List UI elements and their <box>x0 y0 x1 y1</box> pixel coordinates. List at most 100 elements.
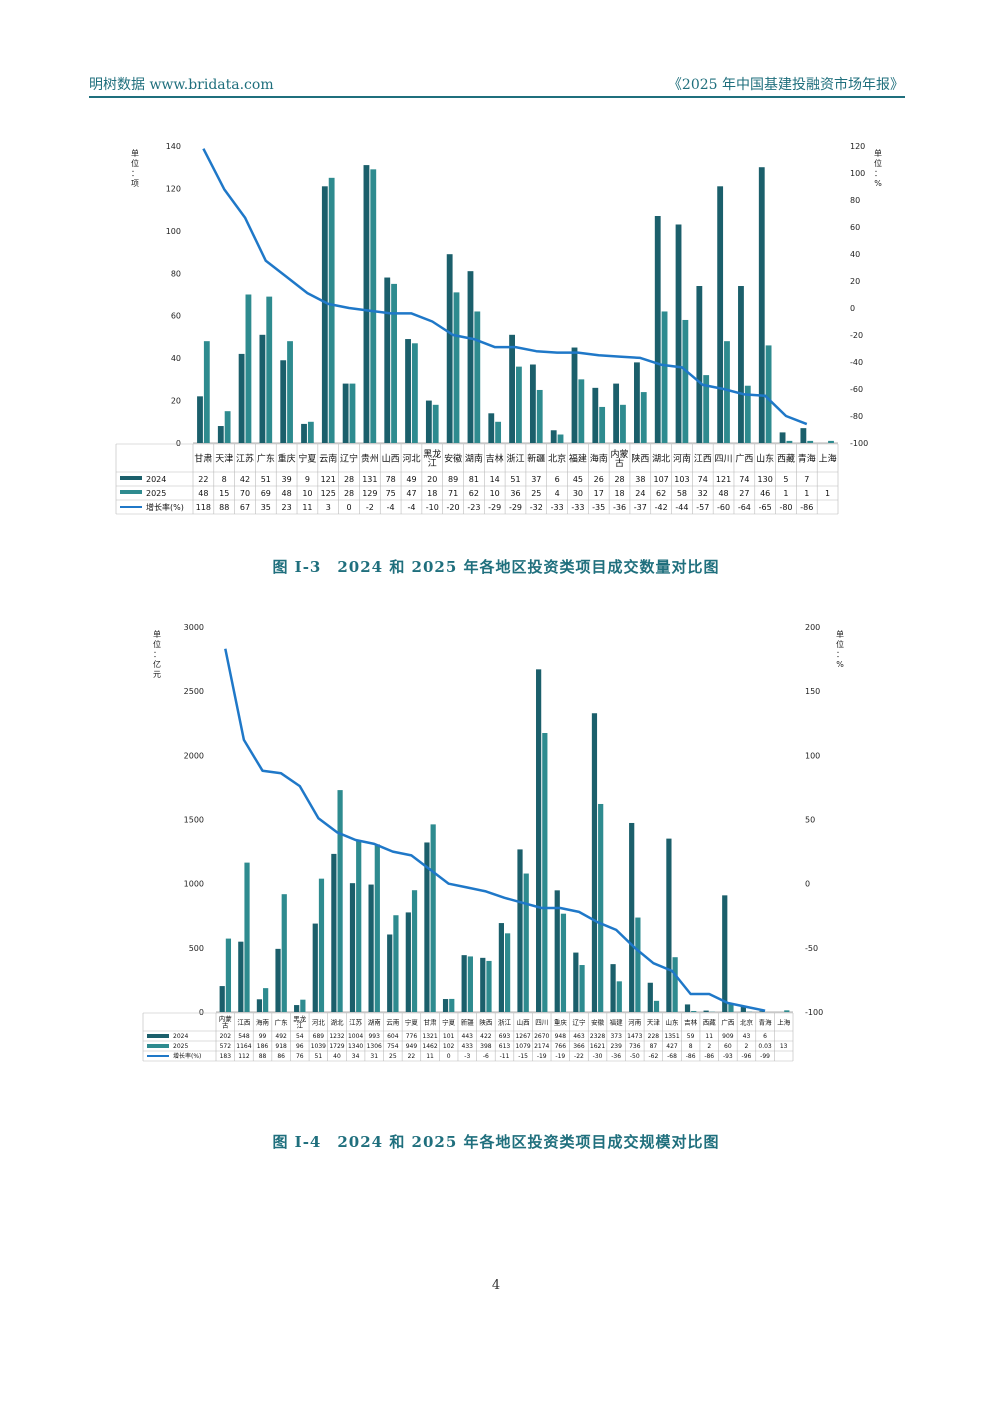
c2-y2-tick-label: 150 <box>805 687 820 696</box>
c1-bar-2025 <box>287 341 293 443</box>
c1-table-value: 23 <box>282 503 292 512</box>
c1-table-value: 103 <box>674 475 689 484</box>
c2-y-tick-label: 1500 <box>184 816 204 825</box>
c2-table-value: 6 <box>763 1033 767 1040</box>
c1-bar-2025 <box>807 440 814 443</box>
c2-bar-2025 <box>784 1010 790 1012</box>
header-divider <box>89 96 905 98</box>
c1-table-value: 5 <box>783 475 788 484</box>
c1-category-label: 宁夏 <box>298 453 316 465</box>
c1-bar-2024 <box>363 165 370 444</box>
c2-bar-2025 <box>281 894 287 1012</box>
c2-bar-2024 <box>387 934 393 1012</box>
c1-bar-2025 <box>328 177 335 444</box>
c1-bar-2025 <box>661 311 668 443</box>
c1-table-value: 22 <box>198 475 208 484</box>
c1-y-tick-label: 80 <box>171 269 181 278</box>
c2-y-tick-label: 500 <box>189 944 204 953</box>
c2-y2label-char: % <box>836 660 844 669</box>
c1-table-value: -86 <box>800 503 813 512</box>
c1-y-tick-label: 140 <box>166 142 181 151</box>
c2-bar-2025 <box>374 844 380 1012</box>
c2-table-value: -62 <box>648 1053 658 1060</box>
c1-table-value: 46 <box>760 489 770 498</box>
c2-table-value: -22 <box>574 1053 584 1060</box>
c2-y-tick-label: 0 <box>199 1008 204 1017</box>
header-left: 明树数据 www.bridata.com <box>89 77 274 93</box>
c2-y2label-char: 位 <box>836 639 844 649</box>
c2-table-value: -50 <box>630 1053 640 1060</box>
c2-legend-key-2025 <box>147 1044 169 1048</box>
c2-table-value: 909 <box>722 1033 734 1040</box>
c1-bar-2024 <box>425 400 432 443</box>
c1-table-value: 32 <box>698 489 708 498</box>
c2-table-value: 1004 <box>348 1033 363 1040</box>
c1-table-value: -35 <box>592 503 605 512</box>
c1-category-label: 贵州 <box>361 453 379 465</box>
c1-category-label: 湖北 <box>652 454 670 465</box>
c2-y2-tick-label: -100 <box>805 1008 823 1017</box>
c2-ylabel-char: ： <box>153 650 161 659</box>
c1-table-value: -32 <box>530 503 543 512</box>
c1-table-value: -20 <box>447 503 460 512</box>
c2-table-value: 1321 <box>422 1033 437 1040</box>
c1-table-value: 121 <box>321 475 336 484</box>
c2-table-value: 2 <box>707 1043 711 1050</box>
c1-table-value: -60 <box>717 503 730 512</box>
c2-table-value: 572 <box>220 1043 232 1050</box>
c1-table-value: 74 <box>739 475 749 484</box>
c2-category-label: 新疆 <box>461 1017 475 1026</box>
c2-bar-2024 <box>703 1010 709 1012</box>
c2-bar-2024 <box>498 923 504 1012</box>
header-right: 《2025 年中国基建投融资市场年报》 <box>667 77 904 93</box>
c2-bar-2025 <box>393 915 399 1012</box>
c1-y2label-char: ： <box>874 169 882 178</box>
c1-bar-2025 <box>516 366 522 443</box>
c2-category-label: 广西 <box>721 1017 735 1026</box>
c2-bar-2024 <box>610 964 616 1012</box>
c2-bar-2025 <box>523 873 529 1012</box>
c2-bar-2025 <box>430 824 436 1012</box>
c2-y2label-char: ： <box>836 650 844 659</box>
c1-y2-tick-label: 100 <box>850 169 865 178</box>
c2-bar-2025 <box>318 878 325 1012</box>
c1-table-value: 1 <box>783 489 788 498</box>
c2-table-value: 689 <box>313 1033 325 1040</box>
c1-category-label: 青海 <box>798 453 816 465</box>
c1-bar-2024 <box>613 383 620 443</box>
c2-table-value: 101 <box>443 1033 455 1040</box>
chart2-caption: 图 I-4 2024 和 2025 年各地区投资类项目成交规模对比图 <box>272 1133 720 1151</box>
c1-table-value: 75 <box>386 489 396 498</box>
c1-table-value: 48 <box>198 489 208 498</box>
c1-category-label: 海南 <box>590 453 608 465</box>
c1-bar-2025 <box>828 440 834 443</box>
c2-table-value: 613 <box>499 1043 511 1050</box>
c2-table-value: 112 <box>238 1053 250 1060</box>
c2-bar-2024 <box>424 842 430 1012</box>
c1-table-value: 69 <box>261 489 271 498</box>
c2-table-value: -11 <box>500 1053 510 1060</box>
c1-bar-2025 <box>495 421 502 443</box>
c1-bar-2024 <box>592 387 599 443</box>
c2-bar-2024 <box>294 1005 300 1012</box>
c1-category-label: 黑龙 <box>423 448 441 460</box>
c2-bar-2025 <box>486 960 492 1012</box>
c2-y-tick-label: 3000 <box>184 623 204 632</box>
c2-bar-2024 <box>219 986 225 1012</box>
c2-table-value: 1621 <box>590 1043 605 1050</box>
c1-category-label: 安徽 <box>444 453 462 465</box>
c2-table-value: 993 <box>368 1033 380 1040</box>
c1-category-label: 吉林 <box>486 453 504 465</box>
c2-bar-2025 <box>467 956 473 1012</box>
c2-table-value: 1473 <box>627 1033 642 1040</box>
c1-table-value: 4 <box>555 489 560 498</box>
c1-category-label: 江西 <box>694 454 712 465</box>
c2-table-value: -30 <box>593 1053 603 1060</box>
c2-table-value: -6 <box>483 1053 489 1060</box>
c1-table-value: 26 <box>594 475 604 484</box>
c1-y2-tick-label: 0 <box>850 304 855 313</box>
c1-category-label: 云南 <box>319 453 337 465</box>
c1-table-value: 28 <box>344 489 354 498</box>
c2-table-value: -19 <box>537 1053 547 1060</box>
c1-table-value: 7 <box>804 475 809 484</box>
